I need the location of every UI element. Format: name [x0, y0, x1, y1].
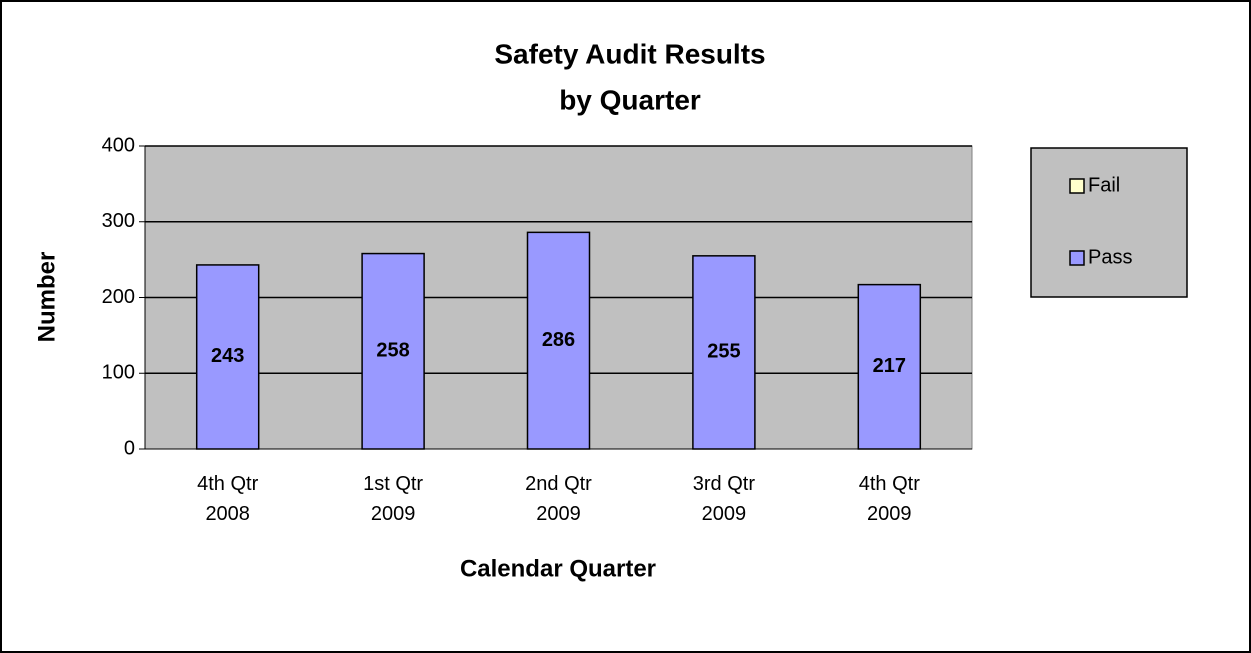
y-tick-label: 200 [102, 286, 135, 308]
bar [361, 252, 425, 450]
chart-title: by Quarter [559, 84, 701, 115]
x-tick-label: 1st Qtr 2009 [363, 473, 423, 525]
x-tick-label: 4th Qtr 2008 [197, 473, 258, 525]
x-tick-label: 4th Qtr 2009 [859, 473, 920, 525]
x-tick-line: 3rd Qtr [693, 473, 756, 495]
x-tick-label: 3rd Qtr 2009 [693, 473, 756, 525]
x-tick-line: 2nd Qtr [525, 473, 592, 495]
y-axis-title: Number [33, 252, 60, 343]
data-label: 255 [707, 341, 740, 363]
legend-swatch [1069, 250, 1085, 266]
legend-label: Fail [1088, 174, 1120, 196]
y-tick-label: 100 [102, 362, 135, 384]
y-tick-label: 0 [124, 437, 135, 459]
bar [692, 255, 756, 450]
x-tick-line: 2009 [371, 503, 416, 525]
bar [857, 283, 922, 450]
x-tick-line: 2009 [702, 503, 747, 525]
x-axis-title: Calendar Quarter [460, 555, 656, 582]
chart-title: Safety Audit Results [494, 38, 765, 69]
x-tick-line: 4th Qtr [197, 473, 258, 495]
data-label: 258 [376, 340, 409, 362]
legend-box [1030, 147, 1188, 298]
x-tick-line: 2008 [205, 503, 250, 525]
legend-label: Pass [1088, 246, 1132, 268]
bar [526, 231, 591, 450]
data-label: 286 [542, 329, 575, 351]
x-tick-line: 2009 [867, 503, 912, 525]
data-label: 217 [873, 355, 906, 377]
y-tick-label: 400 [102, 134, 135, 156]
x-tick-line: 1st Qtr [363, 473, 423, 495]
x-tick-line: 2009 [536, 503, 581, 525]
y-tick-label: 300 [102, 210, 135, 232]
legend-swatch [1069, 178, 1085, 194]
x-tick-label: 2nd Qtr 2009 [525, 473, 592, 525]
x-tick-line: 4th Qtr [859, 473, 920, 495]
bar [195, 264, 260, 450]
data-label: 243 [211, 345, 244, 367]
